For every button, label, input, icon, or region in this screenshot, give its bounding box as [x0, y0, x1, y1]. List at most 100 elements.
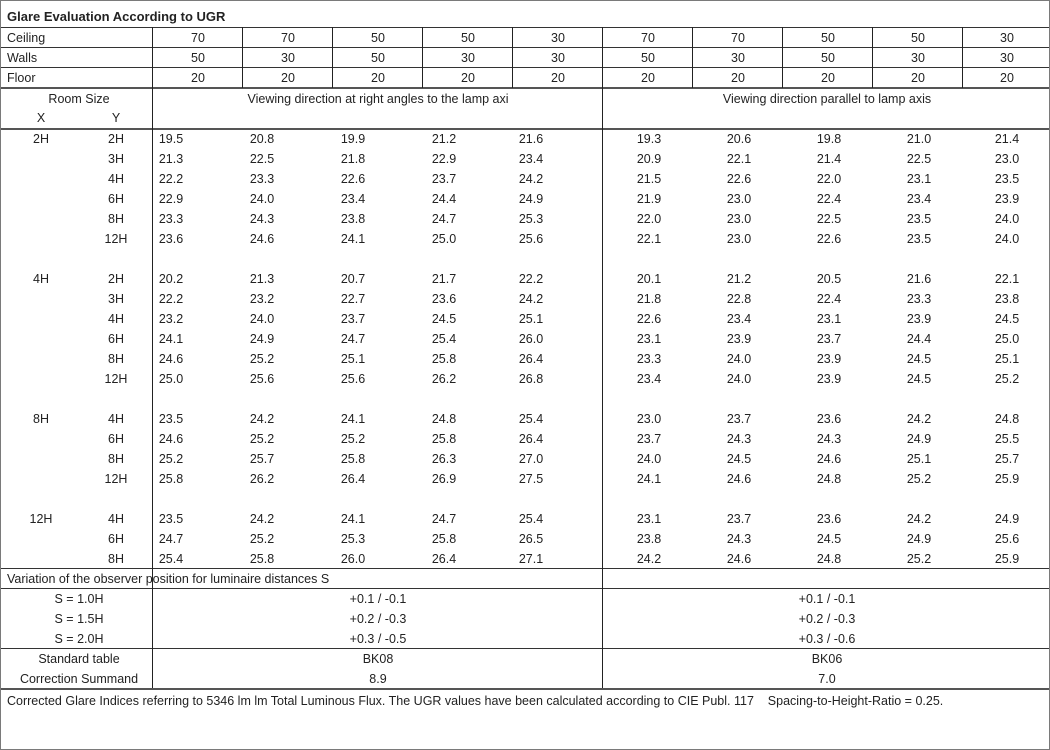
- correction-summand-label: Correction Summand: [19, 672, 139, 686]
- ugr-parallel-value: 21.0: [906, 132, 932, 146]
- column-divider: [512, 27, 513, 88]
- ugr-perpendicular-value: 26.4: [518, 432, 544, 446]
- ugr-perpendicular-value: 26.5: [518, 532, 544, 546]
- room-x-value: 12H: [29, 512, 53, 526]
- ugr-perpendicular-value: 24.7: [431, 512, 457, 526]
- ugr-perpendicular-value: 25.8: [431, 432, 457, 446]
- ugr-perpendicular-value: 27.5: [518, 472, 544, 486]
- ugr-perpendicular-value: 25.3: [518, 212, 544, 226]
- column-divider: [242, 27, 243, 88]
- column-divider: [782, 27, 783, 88]
- ugr-perpendicular-value: 24.6: [249, 232, 275, 246]
- ugr-parallel-value: 24.9: [906, 432, 932, 446]
- ugr-perpendicular-value: 24.1: [340, 412, 366, 426]
- room-y-value: 8H: [108, 352, 124, 366]
- ugr-perpendicular-value: 24.8: [431, 412, 457, 426]
- ugr-parallel-value: 23.1: [816, 312, 842, 326]
- room-y-value: 6H: [108, 192, 124, 206]
- room-size-x-label: X: [36, 111, 46, 125]
- ugr-perpendicular-value: 25.1: [340, 352, 366, 366]
- room-y-value: 4H: [108, 412, 124, 426]
- ugr-perpendicular-value: 24.9: [249, 332, 275, 346]
- row-divider: [1, 588, 1049, 589]
- ugr-parallel-value: 23.4: [726, 312, 752, 326]
- ugr-parallel-value: 20.1: [636, 272, 662, 286]
- ugr-perpendicular-value: 25.2: [249, 352, 275, 366]
- ugr-perpendicular-value: 21.3: [249, 272, 275, 286]
- ugr-parallel-value: 24.0: [994, 212, 1020, 226]
- ugr-parallel-value: 24.9: [906, 532, 932, 546]
- ugr-perpendicular-value: 24.9: [518, 192, 544, 206]
- ceiling-value: 50: [911, 31, 925, 45]
- row-divider: [1, 568, 1049, 569]
- ugr-perpendicular-value: 26.2: [249, 472, 275, 486]
- ugr-parallel-value: 24.4: [906, 332, 932, 346]
- ugr-perpendicular-value: 22.2: [518, 272, 544, 286]
- ugr-perpendicular-value: 25.2: [249, 532, 275, 546]
- ugr-parallel-value: 25.7: [994, 452, 1020, 466]
- walls-value: 30: [911, 51, 925, 65]
- floor-value: 20: [1000, 71, 1014, 85]
- walls-value: 30: [281, 51, 295, 65]
- ugr-perpendicular-value: 25.8: [158, 472, 184, 486]
- ugr-perpendicular-value: 24.3: [249, 212, 275, 226]
- ugr-parallel-value: 22.6: [726, 172, 752, 186]
- ugr-parallel-value: 23.4: [636, 372, 662, 386]
- ugr-perpendicular-value: 25.8: [431, 532, 457, 546]
- ugr-parallel-value: 23.3: [906, 292, 932, 306]
- ugr-parallel-value: 24.0: [726, 352, 752, 366]
- floor-value: 20: [281, 71, 295, 85]
- ugr-parallel-value: 22.4: [816, 192, 842, 206]
- ugr-parallel-value: 22.5: [816, 212, 842, 226]
- ugr-parallel-value: 23.7: [726, 412, 752, 426]
- ugr-parallel-value: 24.6: [726, 552, 752, 566]
- ugr-parallel-value: 23.0: [726, 192, 752, 206]
- walls-value: 30: [731, 51, 745, 65]
- ugr-parallel-value: 23.6: [816, 412, 842, 426]
- ugr-parallel-value: 20.5: [816, 272, 842, 286]
- ugr-parallel-value: 23.5: [906, 232, 932, 246]
- ugr-perpendicular-value: 25.6: [340, 372, 366, 386]
- ugr-perpendicular-value: 24.4: [431, 192, 457, 206]
- ugr-parallel-value: 21.5: [636, 172, 662, 186]
- row-divider: [1, 87, 1049, 89]
- ugr-parallel-value: 21.4: [994, 132, 1020, 146]
- ugr-parallel-value: 23.0: [726, 212, 752, 226]
- floor-value: 20: [461, 71, 475, 85]
- ugr-parallel-value: 24.8: [994, 412, 1020, 426]
- floor-value: 20: [641, 71, 655, 85]
- ugr-perpendicular-value: 24.2: [518, 172, 544, 186]
- ugr-perpendicular-value: 24.6: [158, 432, 184, 446]
- ugr-parallel-value: 21.9: [636, 192, 662, 206]
- ugr-perpendicular-value: 24.7: [340, 332, 366, 346]
- ugr-perpendicular-value: 23.5: [158, 512, 184, 526]
- room-x-value: 8H: [33, 412, 49, 426]
- ugr-perpendicular-value: 25.8: [249, 552, 275, 566]
- ceiling-value: 50: [461, 31, 475, 45]
- ugr-perpendicular-value: 26.0: [518, 332, 544, 346]
- ugr-parallel-value: 19.3: [636, 132, 662, 146]
- ugr-perpendicular-value: 25.6: [518, 232, 544, 246]
- ugr-parallel-value: 23.1: [906, 172, 932, 186]
- ugr-perpendicular-value: 25.7: [249, 452, 275, 466]
- ugr-perpendicular-value: 23.5: [158, 412, 184, 426]
- ugr-perpendicular-value: 23.7: [431, 172, 457, 186]
- ugr-perpendicular-value: 26.4: [431, 552, 457, 566]
- ugr-parallel-value: 22.5: [906, 152, 932, 166]
- room-y-value: 2H: [108, 132, 124, 146]
- ugr-perpendicular-value: 25.2: [158, 452, 184, 466]
- ugr-perpendicular-value: 24.1: [340, 512, 366, 526]
- ugr-parallel-value: 23.4: [906, 192, 932, 206]
- ceiling-value: 70: [191, 31, 205, 45]
- ugr-parallel-value: 21.2: [726, 272, 752, 286]
- ugr-parallel-value: 22.6: [636, 312, 662, 326]
- walls-value: 30: [551, 51, 565, 65]
- ugr-perpendicular-value: 24.1: [158, 332, 184, 346]
- ugr-parallel-value: 23.8: [994, 292, 1020, 306]
- ugr-perpendicular-value: 26.2: [431, 372, 457, 386]
- ceiling-value: 30: [1000, 31, 1014, 45]
- column-divider: [692, 27, 693, 88]
- ugr-parallel-value: 25.1: [994, 352, 1020, 366]
- ugr-parallel-value: 24.5: [906, 352, 932, 366]
- ugr-perpendicular-value: 20.7: [340, 272, 366, 286]
